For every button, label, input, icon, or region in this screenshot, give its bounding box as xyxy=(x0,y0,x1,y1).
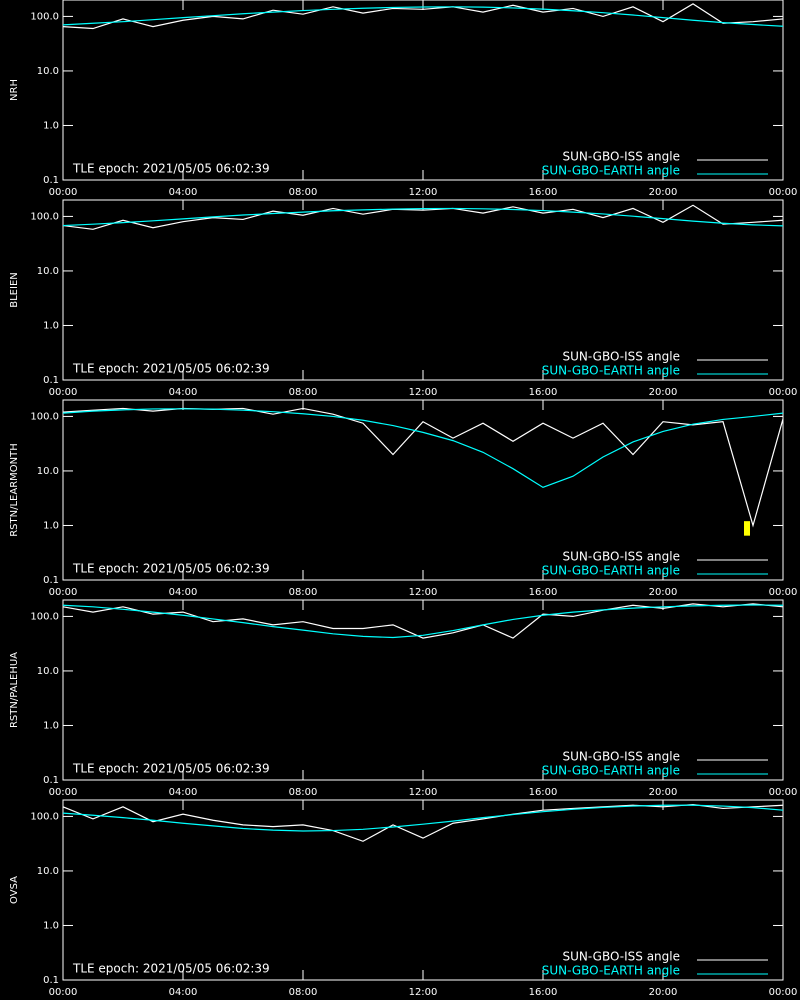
x-tick-label: 12:00 xyxy=(409,987,438,998)
series-line xyxy=(63,603,783,639)
x-tick-label: 16:00 xyxy=(529,987,558,998)
x-tick-label: 00:00 xyxy=(49,387,78,398)
y-axis-label: BLEIEN xyxy=(9,272,20,308)
x-tick-label: 12:00 xyxy=(409,187,438,198)
y-tick-label: 0.1 xyxy=(43,775,59,786)
x-tick-label: 00:00 xyxy=(769,387,798,398)
x-tick-label: 00:00 xyxy=(49,187,78,198)
x-tick-label: 12:00 xyxy=(409,587,438,598)
legend-label: SUN-GBO-EARTH angle xyxy=(542,564,680,578)
y-tick-label: 10.0 xyxy=(37,66,59,77)
y-tick-label: 0.1 xyxy=(43,175,59,186)
panel: 0.1 1.0 10.0 100.0 00:00 04:00 08:00 12:00 16:00… xyxy=(9,799,798,998)
highlight-marker xyxy=(744,521,750,536)
panel: 0.1 1.0 10.0 100.0 00:00 04:00 08:00 12:00 16:00… xyxy=(9,599,798,798)
x-tick-label: 12:00 xyxy=(409,387,438,398)
legend-label: SUN-GBO-ISS angle xyxy=(563,350,680,364)
x-tick-label: 20:00 xyxy=(649,787,678,798)
y-tick-label: 100.0 xyxy=(30,611,59,622)
y-tick-label: 100.0 xyxy=(30,411,59,422)
legend-label: SUN-GBO-EARTH angle xyxy=(542,964,680,978)
x-tick-label: 08:00 xyxy=(289,787,318,798)
x-tick-label: 20:00 xyxy=(649,987,678,998)
x-tick-label: 00:00 xyxy=(49,587,78,598)
legend-label: SUN-GBO-ISS angle xyxy=(563,550,680,564)
x-tick-label: 00:00 xyxy=(769,987,798,998)
y-tick-label: 0.1 xyxy=(43,975,59,986)
series-line xyxy=(63,604,783,639)
y-tick-label: 1.0 xyxy=(43,720,59,731)
x-tick-label: 20:00 xyxy=(649,587,678,598)
y-tick-label: 10.0 xyxy=(37,866,59,877)
x-tick-label: 16:00 xyxy=(529,787,558,798)
y-tick-label: 100.0 xyxy=(30,11,59,22)
annotation: TLE epoch: 2021/05/05 06:02:39 xyxy=(72,162,270,176)
y-tick-label: 1.0 xyxy=(43,520,59,531)
annotation: TLE epoch: 2021/05/05 06:02:39 xyxy=(72,962,270,976)
legend-label: SUN-GBO-EARTH angle xyxy=(542,164,680,178)
x-tick-label: 04:00 xyxy=(169,387,198,398)
x-tick-label: 08:00 xyxy=(289,987,318,998)
y-tick-label: 100.0 xyxy=(30,811,59,822)
legend-label: SUN-GBO-ISS angle xyxy=(563,750,680,764)
series-line xyxy=(63,6,783,27)
legend-label: SUN-GBO-ISS angle xyxy=(563,150,680,164)
series-line xyxy=(63,3,783,30)
legend-label: SUN-GBO-EARTH angle xyxy=(542,764,680,778)
y-tick-label: 10.0 xyxy=(37,666,59,677)
annotation: TLE epoch: 2021/05/05 06:02:39 xyxy=(72,362,270,376)
series-line xyxy=(63,408,783,489)
y-tick-label: 1.0 xyxy=(43,120,59,131)
x-tick-label: 16:00 xyxy=(529,587,558,598)
x-tick-label: 04:00 xyxy=(169,587,198,598)
panel: 0.1 1.0 10.0 100.0 00:00 04:00 08:00 12:00 16:00… xyxy=(9,199,798,398)
y-axis-label: RSTN/PALEHUA xyxy=(9,652,20,728)
x-tick-label: 16:00 xyxy=(529,187,558,198)
y-tick-label: 10.0 xyxy=(37,466,59,477)
x-tick-label: 20:00 xyxy=(649,387,678,398)
y-axis-label: OVSA xyxy=(9,876,20,904)
x-tick-label: 08:00 xyxy=(289,187,318,198)
annotation: TLE epoch: 2021/05/05 06:02:39 xyxy=(72,762,270,776)
x-tick-label: 12:00 xyxy=(409,787,438,798)
series-line xyxy=(63,804,783,832)
y-axis-label: NRH xyxy=(9,79,20,101)
y-axis-label: RSTN/LEARMONTH xyxy=(9,443,20,537)
x-tick-label: 04:00 xyxy=(169,987,198,998)
x-tick-label: 08:00 xyxy=(289,587,318,598)
x-tick-label: 16:00 xyxy=(529,387,558,398)
y-tick-label: 10.0 xyxy=(37,266,59,277)
series-line xyxy=(63,803,783,842)
panel: 0.1 1.0 10.0 100.0 00:00 04:00 08:00 12:00 16:00… xyxy=(9,399,798,598)
y-tick-label: 100.0 xyxy=(30,211,59,222)
y-tick-label: 0.1 xyxy=(43,575,59,586)
y-tick-label: 1.0 xyxy=(43,320,59,331)
legend-label: SUN-GBO-EARTH angle xyxy=(542,364,680,378)
legend-label: SUN-GBO-ISS angle xyxy=(563,950,680,964)
y-tick-label: 0.1 xyxy=(43,375,59,386)
series-line xyxy=(63,207,783,227)
x-tick-label: 00:00 xyxy=(769,587,798,598)
x-tick-label: 04:00 xyxy=(169,787,198,798)
series-line xyxy=(63,204,783,230)
x-tick-label: 00:00 xyxy=(769,787,798,798)
panel: 0.1 1.0 10.0 100.0 00:00 04:00 08:00 12:00 16:00… xyxy=(9,0,797,198)
x-tick-label: 04:00 xyxy=(169,187,198,198)
x-tick-label: 00:00 xyxy=(49,787,78,798)
x-tick-label: 00:00 xyxy=(769,187,798,198)
x-tick-label: 00:00 xyxy=(49,987,78,998)
y-tick-label: 1.0 xyxy=(43,920,59,931)
annotation: TLE epoch: 2021/05/05 06:02:39 xyxy=(72,562,270,576)
x-tick-label: 08:00 xyxy=(289,387,318,398)
x-tick-label: 20:00 xyxy=(649,187,678,198)
